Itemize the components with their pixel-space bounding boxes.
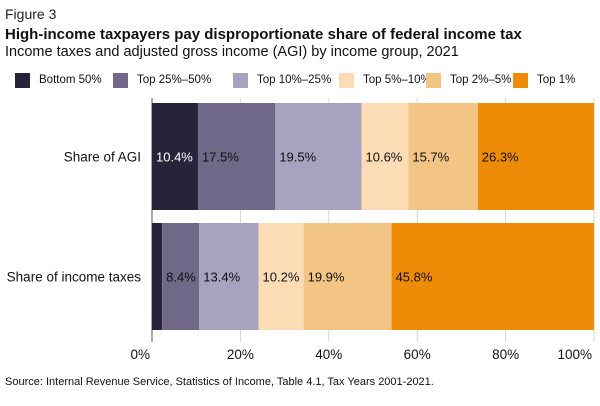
bar-value-label: 10.2% xyxy=(263,270,300,285)
legend-swatch xyxy=(513,72,528,88)
bar-value-label: 15.7% xyxy=(412,150,449,165)
bar-segment xyxy=(152,223,163,330)
legend-item-top-2-5: Top 2%–5% xyxy=(426,71,511,89)
x-tick-label: 20% xyxy=(227,347,254,362)
bar-segment xyxy=(275,103,362,210)
bar-segment xyxy=(197,103,276,210)
legend-label: Top 2%–5% xyxy=(450,74,512,86)
bar-segment xyxy=(152,103,198,210)
legend-item-bottom-50: Bottom 50% xyxy=(15,71,102,89)
legend-swatch xyxy=(339,72,354,88)
figure-label: Figure 3 xyxy=(5,6,57,22)
bar-value-label: 26.3% xyxy=(482,150,519,165)
bar-value-label: 13.4% xyxy=(203,270,240,285)
legend-swatch xyxy=(426,72,441,88)
bar-segment xyxy=(199,223,259,330)
x-tick-label: 80% xyxy=(492,347,519,362)
legend-label: Top 5%–10% xyxy=(363,74,431,86)
legend-item-top-25-50: Top 25%–50% xyxy=(113,71,211,89)
bar-value-label: 10.4% xyxy=(156,150,193,165)
bar-value-label: 45.8% xyxy=(396,270,433,285)
bar-labels: 10.4% 17.5% 19.5% 10.6% 15.7% 26.3% 8.4% 13.4% 1… xyxy=(156,150,519,285)
source-note: Source: Internal Revenue Service, Statis… xyxy=(5,376,434,388)
x-tick-label: 60% xyxy=(404,347,431,362)
legend-label: Top 25%–50% xyxy=(137,74,212,86)
legend-item-top-5-10: Top 5%–10% xyxy=(339,71,431,89)
bar-value-label: 17.5% xyxy=(202,150,239,165)
bar-value-label: 8.4% xyxy=(166,270,196,285)
bar-segment xyxy=(303,223,392,330)
category-label: Share of AGI xyxy=(64,150,141,165)
legend-swatch xyxy=(113,72,128,88)
x-tick-label: 40% xyxy=(315,347,342,362)
bar-segment xyxy=(258,223,304,330)
x-tick-label: 100% xyxy=(557,347,592,362)
legend-label: Top 1% xyxy=(537,74,576,86)
bar-segment xyxy=(162,223,200,330)
bar-value-label: 10.6% xyxy=(366,150,403,165)
bars xyxy=(152,103,594,330)
legend-item-top-1: Top 1% xyxy=(513,71,575,89)
legend-swatch xyxy=(233,72,248,88)
x-tick-labels: 0% 20% 40% 60% 80% 100% xyxy=(130,347,592,362)
bar-segment xyxy=(361,103,409,210)
bar-segment xyxy=(408,103,478,210)
category-label: Share of income taxes xyxy=(7,270,142,285)
bar-segment xyxy=(391,223,594,330)
legend-item-top-10-25: Top 10%–25% xyxy=(233,71,331,89)
chart-subtitle: Income taxes and adjusted gross income (… xyxy=(5,44,459,60)
chart-title: High-income taxpayers pay disproportiona… xyxy=(5,26,522,43)
x-tick-label: 0% xyxy=(130,347,150,362)
legend-swatch xyxy=(15,72,30,88)
category-labels: Share of AGI Share of income taxes xyxy=(7,150,142,285)
bar-value-label: 19.9% xyxy=(308,270,345,285)
bar-segment xyxy=(477,103,594,210)
legend: Bottom 50% Top 25%–50% Top 10%–25% Top 5… xyxy=(15,71,595,89)
bar-value-label: 19.5% xyxy=(279,150,316,165)
legend-label: Bottom 50% xyxy=(39,74,102,86)
legend-label: Top 10%–25% xyxy=(257,74,332,86)
